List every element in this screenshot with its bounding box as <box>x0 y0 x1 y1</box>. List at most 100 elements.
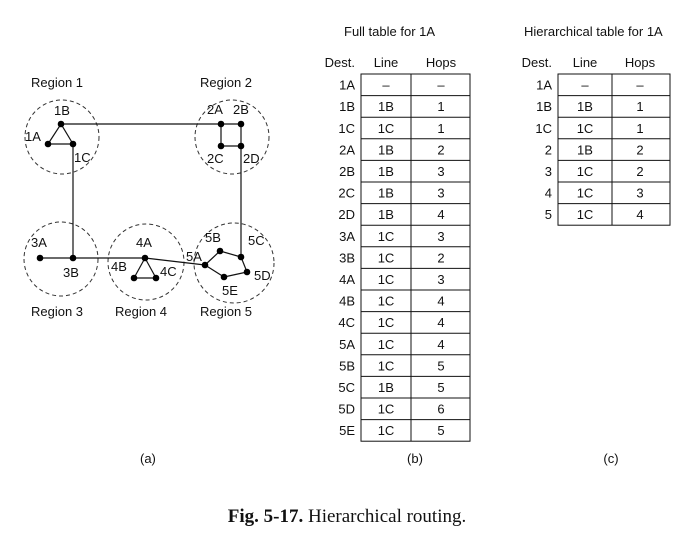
hier-table-cell-line: 1B <box>577 142 593 157</box>
full-table-panel-label: (b) <box>407 451 423 466</box>
full-table-cell-line: 1C <box>378 337 395 352</box>
hier-table-cell-hops: 1 <box>636 99 643 114</box>
full-table-cell-dest: 1B <box>339 99 355 114</box>
full-table-cell-dest: 3A <box>339 229 355 244</box>
label-1C: 1C <box>74 150 91 165</box>
hier-table-cell-dest: 3 <box>545 164 552 179</box>
label-1A: 1A <box>25 129 41 144</box>
node-5A <box>201 261 209 269</box>
full-table-header-dest: Dest. <box>325 55 355 70</box>
full-table-cell-hops: 4 <box>437 294 444 309</box>
region-4-label: Region 4 <box>115 304 167 319</box>
full-table-cell-dest: 4A <box>339 272 355 287</box>
full-table-cell-line: 1C <box>378 423 395 438</box>
node-5C <box>237 253 245 261</box>
full-table-cell-hops: 1 <box>437 99 444 114</box>
hier-table-cell-dest: 1B <box>536 99 552 114</box>
link-4C-4A <box>144 257 157 279</box>
label-2A: 2A <box>207 102 223 117</box>
hier-table-cell-hops: 1 <box>636 121 643 136</box>
link-1C-1B <box>60 123 74 145</box>
full-table-cell-hops: 5 <box>437 423 444 438</box>
full-table-cell-line: 1C <box>378 358 395 373</box>
full-table-cell-line: 1C <box>378 315 395 330</box>
full-table-cell-dest: 5E <box>339 423 355 438</box>
full-table-cell-hops: 5 <box>437 358 444 373</box>
node-1B <box>57 120 65 128</box>
full-table-cell-line: 1B <box>378 380 394 395</box>
link-5B-5C <box>219 250 242 258</box>
hierarchical-table: Hierarchical table for 1A Dest. Line Hops 1A… <box>522 24 671 466</box>
full-table-cell-dest: 5C <box>338 380 355 395</box>
node-4C <box>152 274 160 282</box>
node-5B <box>216 247 224 255</box>
full-table-title: Full table for 1A <box>344 24 435 39</box>
label-2C: 2C <box>207 151 224 166</box>
node-3A <box>36 254 44 262</box>
full-table-cell-hops: 6 <box>437 402 444 417</box>
region-3-label: Region 3 <box>31 304 83 319</box>
hier-table-cell-line: 1C <box>577 207 594 222</box>
node-5D <box>243 268 251 276</box>
node-4B <box>130 274 138 282</box>
label-4B: 4B <box>111 259 127 274</box>
hier-table-cell-dest: 1C <box>535 121 552 136</box>
full-table-cell-dest: 5D <box>338 402 355 417</box>
hier-table-cell-dest: 5 <box>545 207 552 222</box>
link-5E-5A <box>204 264 225 278</box>
full-table-cell-dest: 2D <box>338 207 355 222</box>
hier-table-cell-hops: 3 <box>636 186 643 201</box>
full-table-cell-dest: 2B <box>339 164 355 179</box>
full-table-cell-hops: 3 <box>437 272 444 287</box>
full-table-cell-dest: 2A <box>339 142 355 157</box>
full-table-cell-hops: 2 <box>437 250 444 265</box>
node-1A <box>44 140 52 148</box>
full-table-cell-line: 1C <box>378 272 395 287</box>
node-3B <box>69 254 77 262</box>
full-table-cell-line: 1C <box>378 229 395 244</box>
full-table-cell-line: – <box>382 78 390 93</box>
region-2-label: Region 2 <box>200 75 252 90</box>
caption-text: Hierarchical routing. <box>303 506 467 527</box>
full-table-cell-hops: 3 <box>437 186 444 201</box>
link-1B-1A <box>47 123 62 145</box>
full-table-cell-dest: 3B <box>339 250 355 265</box>
network-diagram: 1B 1A 1C 2A 2B 2C 2D 3A 3B 4A 4B 4C 5A 5… <box>23 75 275 466</box>
hier-table-title: Hierarchical table for 1A <box>524 24 663 39</box>
full-table-cell-dest: 5A <box>339 337 355 352</box>
node-2C <box>217 142 225 150</box>
label-5B: 5B <box>205 230 221 245</box>
hier-table-header-line: Line <box>573 55 598 70</box>
full-table-cell-hops: – <box>437 78 445 93</box>
node-4A <box>141 254 149 262</box>
label-5A: 5A <box>186 249 202 264</box>
label-2D: 2D <box>243 151 260 166</box>
full-table: Full table for 1A Dest. Line Hops 1A – – 1B 1B 1 1… <box>325 24 471 466</box>
full-table-cell-hops: 1 <box>437 121 444 136</box>
label-2B: 2B <box>233 102 249 117</box>
full-table-cell-hops: 3 <box>437 164 444 179</box>
full-table-cell-line: 1B <box>378 164 394 179</box>
hier-table-cell-dest: 2 <box>545 142 552 157</box>
region-3-circle <box>23 221 99 297</box>
node-2D <box>237 142 245 150</box>
region-2-circle <box>194 99 270 175</box>
hier-table-cell-hops: 2 <box>636 142 643 157</box>
node-2A <box>217 120 225 128</box>
full-table-cell-hops: 4 <box>437 207 444 222</box>
link-4A-4B <box>133 257 146 279</box>
hier-table-cell-hops: – <box>636 78 644 93</box>
hier-table-box <box>557 73 671 226</box>
full-table-cell-dest: 1A <box>339 78 355 93</box>
hier-table-cell-line: 1C <box>577 121 594 136</box>
node-1C <box>69 140 77 148</box>
node-5E <box>220 273 228 281</box>
node-2B <box>237 120 245 128</box>
full-table-cell-hops: 4 <box>437 315 444 330</box>
region-1-circle <box>24 99 100 175</box>
full-table-cell-line: 1C <box>378 121 395 136</box>
full-table-header-line: Line <box>374 55 399 70</box>
label-4A: 4A <box>136 235 152 250</box>
full-table-cell-dest: 5B <box>339 358 355 373</box>
full-table-cell-line: 1C <box>378 294 395 309</box>
